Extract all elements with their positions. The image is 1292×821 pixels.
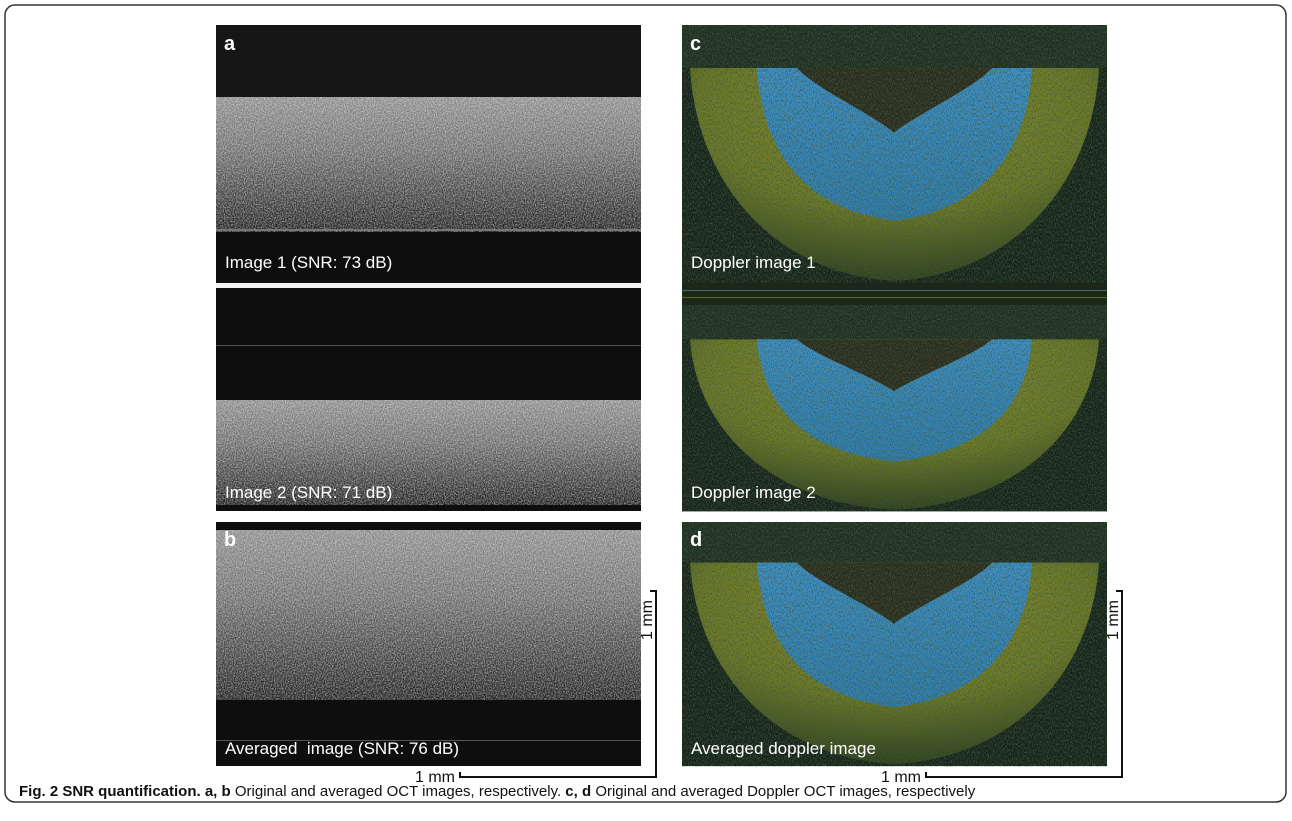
panel-d: d Averaged doppler image — [682, 522, 1107, 766]
caption-title: Fig. 2 SNR quantification. — [19, 783, 201, 800]
image-label: Averaged doppler image — [691, 739, 876, 758]
caption-panels: a, b — [205, 783, 231, 800]
caption-text: Original and averaged Doppler OCT images… — [595, 783, 975, 800]
panel-b: b Averaged image (SNR: 76 dB) — [216, 522, 641, 766]
scale-bar — [459, 590, 1123, 778]
image-label: Doppler image 2 — [691, 483, 816, 502]
caption: Fig. 2 SNR quantification. a, b Original… — [19, 783, 976, 800]
scale-label: 1 mm — [639, 600, 656, 640]
caption-text: Original and averaged OCT images, respec… — [235, 783, 561, 800]
scale-label: 1 mm — [881, 769, 921, 786]
image-label: Image 2 (SNR: 71 dB) — [225, 483, 392, 502]
scale-label: 1 mm — [415, 769, 455, 786]
image-label: Averaged image (SNR: 76 dB) — [225, 739, 459, 758]
image-label: Doppler image 1 — [691, 253, 816, 272]
panel-letter: c — [690, 33, 701, 55]
image-label: Image 1 (SNR: 73 dB) — [225, 253, 392, 272]
scale-label: 1 mm — [1105, 600, 1122, 640]
panel-letter: b — [224, 529, 236, 551]
panel-letter: a — [224, 33, 236, 55]
panel-c: c Doppler image 1 Doppler image 2 — [682, 25, 1107, 511]
panel-a: a Image 1 (SNR: 73 dB) Image 2 (SNR: 71 … — [216, 25, 641, 511]
figure-border — [4, 4, 1287, 803]
panel-letter: d — [690, 529, 702, 551]
caption-panels: c, d — [565, 783, 591, 800]
